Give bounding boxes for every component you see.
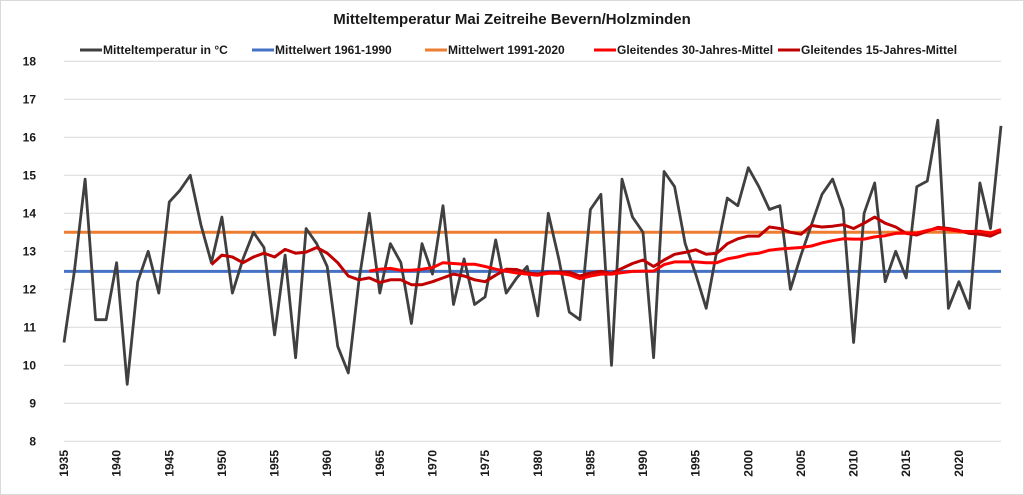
legend-item-mitteltemperatur-in-c: Mitteltemperatur in °C bbox=[80, 43, 228, 57]
x-tick-label: 1985 bbox=[583, 450, 597, 477]
legend: Mitteltemperatur in °C Mittelwert 1961-19… bbox=[80, 43, 957, 57]
legend-label: Mittelwert 1961-1990 bbox=[275, 43, 392, 57]
chart-title: Mitteltemperatur Mai Zeitreihe Bevern/Ho… bbox=[333, 11, 691, 28]
x-tick-label: 1970 bbox=[425, 450, 439, 477]
y-tick-label: 8 bbox=[29, 434, 36, 448]
x-axis: 1935 1940 1945 1950 1955 1960 1965 1970 1975 1980… bbox=[57, 450, 966, 477]
x-tick-label: 2000 bbox=[741, 450, 755, 477]
y-tick-label: 14 bbox=[23, 206, 37, 220]
y-tick-label: 10 bbox=[23, 358, 37, 372]
line-gleitendes-15-jahres-mittel bbox=[210, 215, 1002, 287]
y-tick-label: 16 bbox=[23, 130, 37, 144]
x-tick-label: 1950 bbox=[215, 450, 229, 477]
x-tick-label: 1995 bbox=[689, 450, 703, 477]
x-tick-label: 2015 bbox=[899, 450, 913, 477]
legend-item-gleitendes-30-jahres-mittel: Gleitendes 30-Jahres-Mittel bbox=[594, 43, 773, 57]
y-tick-label: 17 bbox=[23, 92, 37, 106]
x-tick-label: 2020 bbox=[952, 450, 966, 477]
legend-item-mittelwert-1961-1990: Mittelwert 1961-1990 bbox=[252, 43, 392, 57]
y-tick-label: 9 bbox=[29, 396, 36, 410]
legend-label: Gleitendes 15-Jahres-Mittel bbox=[801, 43, 957, 57]
legend-item-gleitendes-15-jahres-mittel: Gleitendes 15-Jahres-Mittel bbox=[778, 43, 957, 57]
line-mitteltemperatur-in-c bbox=[62, 118, 1003, 386]
x-tick-label: 1965 bbox=[373, 450, 387, 477]
gridlines bbox=[64, 60, 1001, 442]
legend-item-mittelwert-1991-2020: Mittelwert 1991-2020 bbox=[425, 43, 565, 57]
x-tick-label: 1935 bbox=[57, 450, 71, 477]
x-tick-label: 1945 bbox=[162, 450, 176, 477]
x-tick-label: 1980 bbox=[531, 450, 545, 477]
legend-label: Gleitendes 30-Jahres-Mittel bbox=[617, 43, 773, 57]
x-tick-label: 1940 bbox=[110, 450, 124, 477]
y-axis: 8 9 10 11 12 13 14 15 16 17 18 bbox=[23, 54, 37, 448]
x-tick-label: 1990 bbox=[636, 450, 650, 477]
series-mitteltemperatur-in-c bbox=[62, 118, 1003, 386]
x-tick-label: 1960 bbox=[320, 450, 334, 477]
y-tick-label: 13 bbox=[23, 244, 37, 258]
x-tick-label: 2005 bbox=[794, 450, 808, 477]
legend-label: Mitteltemperatur in °C bbox=[103, 43, 228, 57]
series-gleitendes-30-jahres-mittel bbox=[369, 227, 1002, 281]
x-tick-label: 1975 bbox=[478, 450, 492, 477]
y-tick-label: 18 bbox=[23, 54, 37, 68]
y-tick-label: 11 bbox=[23, 320, 36, 334]
x-tick-label: 2010 bbox=[847, 450, 861, 477]
series-group bbox=[62, 118, 1003, 386]
y-tick-label: 15 bbox=[23, 168, 37, 182]
y-tick-label: 12 bbox=[23, 282, 37, 296]
x-tick-label: 1955 bbox=[268, 450, 282, 477]
legend-label: Mittelwert 1991-2020 bbox=[448, 43, 565, 57]
